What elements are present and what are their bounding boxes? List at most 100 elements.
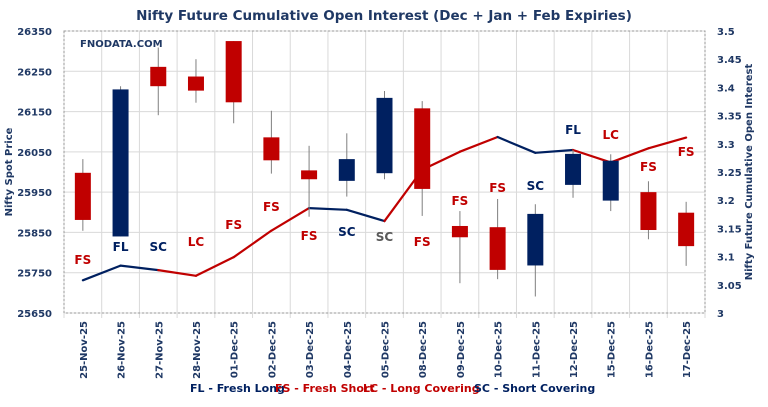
candle-body	[338, 159, 355, 181]
oi-line-segment	[270, 206, 311, 232]
x-tick-label: 16-Dec-25	[644, 321, 655, 378]
candle-body	[187, 76, 204, 91]
candle-body	[414, 108, 431, 189]
candle-body	[263, 137, 280, 161]
signal-label: FS	[414, 235, 431, 249]
y-tick-right: 3.3	[717, 140, 735, 151]
candle-body	[640, 192, 657, 231]
y-tick-right: 3	[717, 309, 724, 320]
signal-label: FS	[451, 194, 468, 208]
oi-line-segment	[81, 264, 122, 282]
x-tick-label: 17-Dec-25	[682, 321, 693, 378]
y-axis-left-label: Nifty Spot Price	[4, 127, 15, 216]
x-tick-label: 15-Dec-25	[607, 321, 618, 378]
legend-entry: LC - Long Covering	[363, 382, 480, 395]
x-tick-label: 04-Dec-25	[343, 321, 354, 378]
y-tick-left: 25750	[17, 269, 52, 280]
legend-entry: FL - Fresh Long	[190, 382, 285, 395]
x-tick-label: 26-Nov-25	[117, 321, 128, 379]
signal-label: FL	[113, 240, 129, 254]
signal-label: FS	[225, 218, 242, 232]
oi-line-segment	[496, 135, 537, 154]
x-tick-label: 12-Dec-25	[569, 321, 580, 378]
oi-line-segment	[345, 208, 386, 223]
oi-line-segment	[647, 136, 688, 150]
oi-line-segment	[194, 256, 235, 277]
signal-label: SC	[527, 179, 545, 193]
y-tick-left: 25650	[17, 309, 52, 320]
candle-body	[602, 160, 619, 201]
plot-border	[63, 30, 706, 314]
oi-line	[81, 135, 688, 282]
signal-label: FL	[565, 123, 581, 137]
x-tick-label: 03-Dec-25	[305, 321, 316, 378]
legend-entry: FS - Fresh Short	[275, 382, 375, 395]
legend-entry: SC - Short Covering	[474, 382, 595, 395]
x-tick-label: 02-Dec-25	[267, 321, 278, 378]
candle-body	[565, 153, 582, 185]
oi-line-segment	[157, 269, 198, 277]
y-tick-right: 3.2	[717, 196, 735, 207]
y-tick-left: 26250	[17, 67, 52, 78]
x-tick-label: 08-Dec-25	[418, 321, 429, 378]
x-tick-label: 09-Dec-25	[456, 321, 467, 378]
y-tick-left: 26350	[17, 27, 52, 38]
chart-title: Nifty Future Cumulative Open Interest (D…	[136, 8, 632, 24]
x-tick-label: 10-Dec-25	[494, 321, 505, 378]
x-tick-label: 01-Dec-25	[230, 321, 241, 378]
x-tick-label: 11-Dec-25	[531, 321, 542, 378]
signal-label: FS	[74, 253, 91, 267]
x-tick-label: 27-Nov-25	[154, 321, 165, 379]
y-tick-right: 3.25	[717, 168, 742, 179]
y-tick-right: 3.15	[717, 224, 742, 235]
candle-body	[451, 225, 468, 238]
grid	[63, 30, 706, 318]
oi-line-segment	[571, 148, 612, 164]
candle-body	[225, 41, 242, 103]
candle-body	[678, 212, 695, 247]
x-tick-label: 28-Nov-25	[192, 321, 203, 379]
oi-line-segment	[307, 206, 348, 211]
signal-labels: FS FL SC LC FS FS FS SC SC FS FS FS SC FL LC FS FS	[74, 123, 694, 267]
signal-label: LC	[603, 128, 620, 142]
candle-body	[74, 172, 91, 220]
axes: 25650 25750 25850 25950 26050 26150 26250 26350…	[17, 27, 742, 379]
oi-line-segment	[232, 229, 273, 259]
y-tick-right: 3.4	[717, 83, 735, 94]
y-axis-right-label: Nifty Future Cumulative Open Interest	[744, 64, 755, 281]
signal-label: FS	[301, 229, 318, 243]
candle-body	[150, 66, 167, 87]
signal-label: SC	[338, 225, 356, 239]
signal-label: SC	[376, 230, 394, 244]
y-tick-right: 3.45	[717, 55, 742, 66]
candle-body	[376, 97, 393, 174]
watermark: FNODATA.COM	[80, 39, 163, 50]
x-tick-label: 25-Nov-25	[79, 321, 90, 379]
signal-label: FS	[489, 181, 506, 195]
signal-label: SC	[150, 240, 168, 254]
y-tick-right: 3.05	[717, 281, 742, 292]
oi-line-segment	[534, 148, 575, 154]
signal-label: FS	[640, 160, 657, 174]
y-tick-right: 3.5	[717, 27, 735, 38]
y-tick-left: 26050	[17, 148, 52, 159]
signal-label: FS	[678, 145, 695, 159]
signal-label: FS	[263, 200, 280, 214]
y-tick-left: 26150	[17, 108, 52, 119]
oi-line-segment	[458, 135, 499, 153]
y-tick-right: 3.1	[717, 253, 735, 264]
candle-body	[112, 89, 129, 237]
y-tick-left: 25950	[17, 188, 52, 199]
candle-body	[301, 170, 318, 180]
candle-body	[489, 227, 506, 270]
x-tick-label: 05-Dec-25	[381, 321, 392, 378]
y-tick-left: 25850	[17, 228, 52, 239]
candles	[74, 41, 695, 297]
candle-body	[527, 213, 544, 266]
y-tick-right: 3.35	[717, 112, 742, 123]
oi-line-segment	[609, 147, 650, 164]
signal-label: LC	[188, 235, 205, 249]
oi-line-segment	[119, 264, 160, 272]
